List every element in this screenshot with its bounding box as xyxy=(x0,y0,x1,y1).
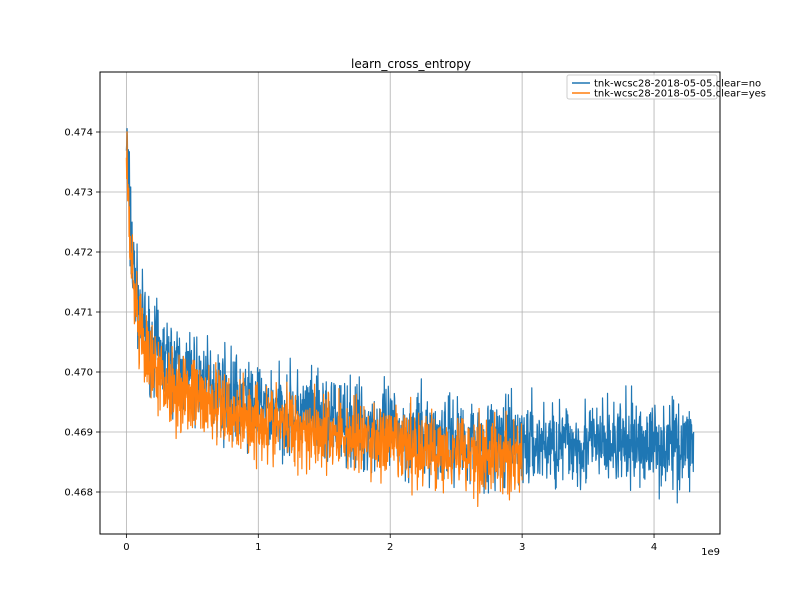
x-tick-label: 2 xyxy=(387,542,393,553)
x-tick-label: 4 xyxy=(651,542,657,553)
legend-label-1: tnk-wcsc28-2018-05-05.clear=no xyxy=(594,79,761,90)
x-tick-label: 3 xyxy=(519,542,525,553)
y-tick-label: 0.469 xyxy=(64,428,93,439)
x-tick-label: 0 xyxy=(123,542,129,553)
y-tick-label: 0.472 xyxy=(64,248,93,259)
plot-frame xyxy=(99,71,721,535)
y-tick-label: 0.470 xyxy=(64,368,93,379)
y-tick-label: 0.473 xyxy=(64,188,93,199)
x-tick-label: 1 xyxy=(255,542,261,553)
legend-label-2: tnk-wcsc28-2018-05-05.clear=yes xyxy=(594,89,766,100)
chart-title: learn_cross_entropy xyxy=(351,57,471,71)
legend-box xyxy=(566,74,718,100)
y-tick-label: 0.468 xyxy=(64,488,93,499)
x-offset-label: 1e9 xyxy=(701,547,720,558)
series-line-2 xyxy=(125,131,523,508)
y-tick-label: 0.471 xyxy=(64,308,93,319)
y-tick-label: 0.474 xyxy=(64,128,93,139)
